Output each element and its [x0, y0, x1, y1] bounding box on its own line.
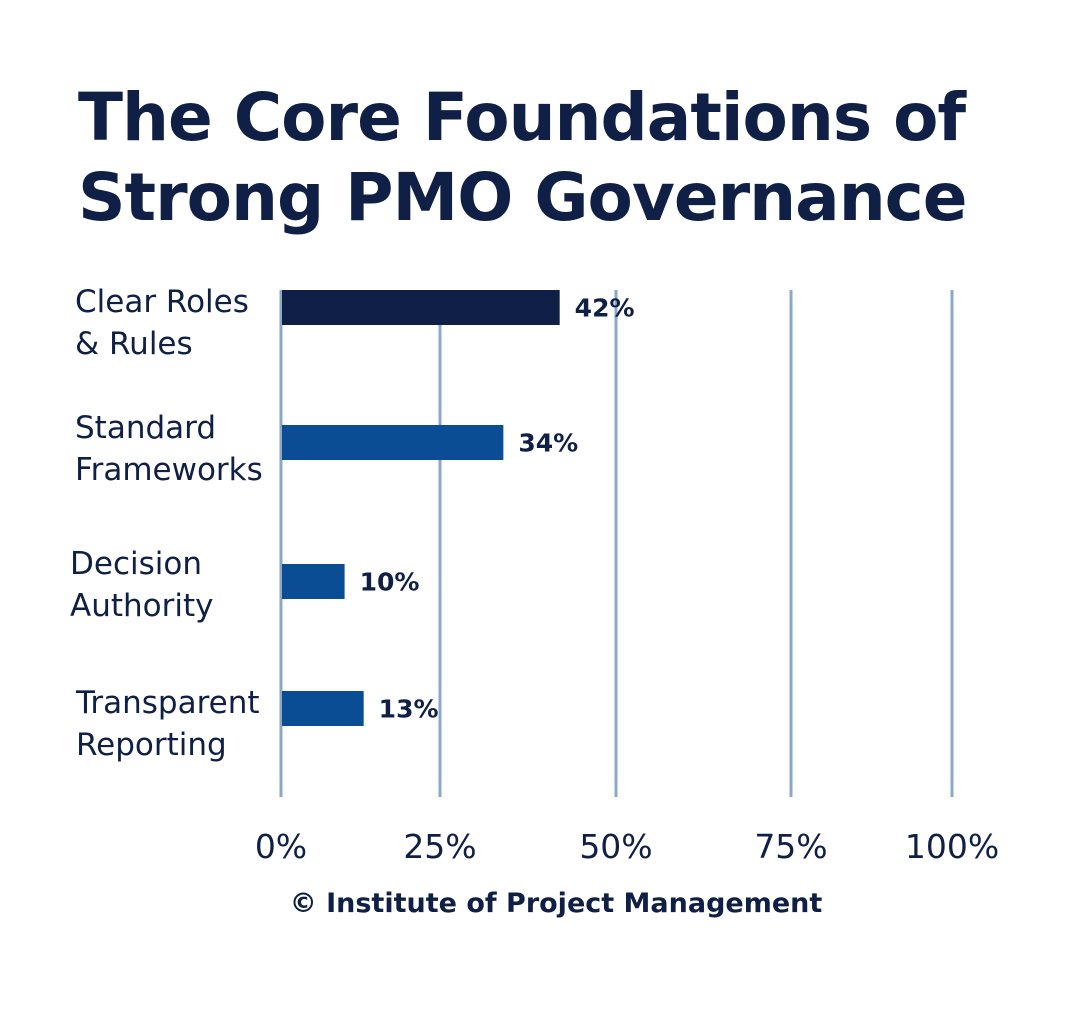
- category-label-line: Decision: [70, 546, 202, 582]
- x-tick-label: 25%: [403, 827, 476, 866]
- category-label: Transparent Reporting: [75, 685, 260, 763]
- category-label-line: Reporting: [76, 727, 227, 763]
- x-tick-label: 100%: [905, 827, 999, 866]
- x-axis-tick-labels: 0% 25% 50% 75% 100%: [255, 827, 999, 866]
- chart-title: The Core Foundations of Strong PMO Gover…: [78, 78, 968, 238]
- x-tick-label: 75%: [754, 827, 827, 866]
- chart-title-line-1: The Core Foundations of: [78, 79, 966, 156]
- category-label: Decision Authority: [70, 546, 213, 624]
- x-tick-label: 50%: [579, 827, 652, 866]
- gridlines: [279, 290, 954, 797]
- category-label-line: Clear Roles: [75, 284, 249, 320]
- bar: [282, 564, 345, 599]
- chart-title-line-2: Strong PMO Governance: [78, 159, 968, 236]
- category-label-line: & Rules: [75, 326, 193, 362]
- category-labels: Clear Roles & Rules Standard Frameworks Deci…: [70, 284, 263, 763]
- bar-value-label: 42%: [575, 294, 635, 323]
- category-label-line: Authority: [70, 588, 213, 624]
- bar: [282, 691, 364, 726]
- bar: [282, 425, 504, 460]
- value-labels: 42% 34% 10% 13%: [360, 294, 635, 724]
- category-label: Clear Roles & Rules: [75, 284, 249, 362]
- category-label: Standard Frameworks: [75, 410, 263, 488]
- category-label-line: Transparent: [75, 685, 260, 721]
- bar-value-label: 34%: [518, 429, 578, 458]
- bars: [282, 290, 560, 726]
- bar: [282, 290, 560, 325]
- category-label-line: Frameworks: [75, 452, 263, 488]
- category-label-line: Standard: [75, 410, 216, 446]
- bar-value-label: 10%: [360, 568, 420, 597]
- bar-value-label: 13%: [379, 695, 439, 724]
- credit-text: © Institute of Project Management: [290, 888, 823, 919]
- x-tick-label: 0%: [255, 827, 307, 866]
